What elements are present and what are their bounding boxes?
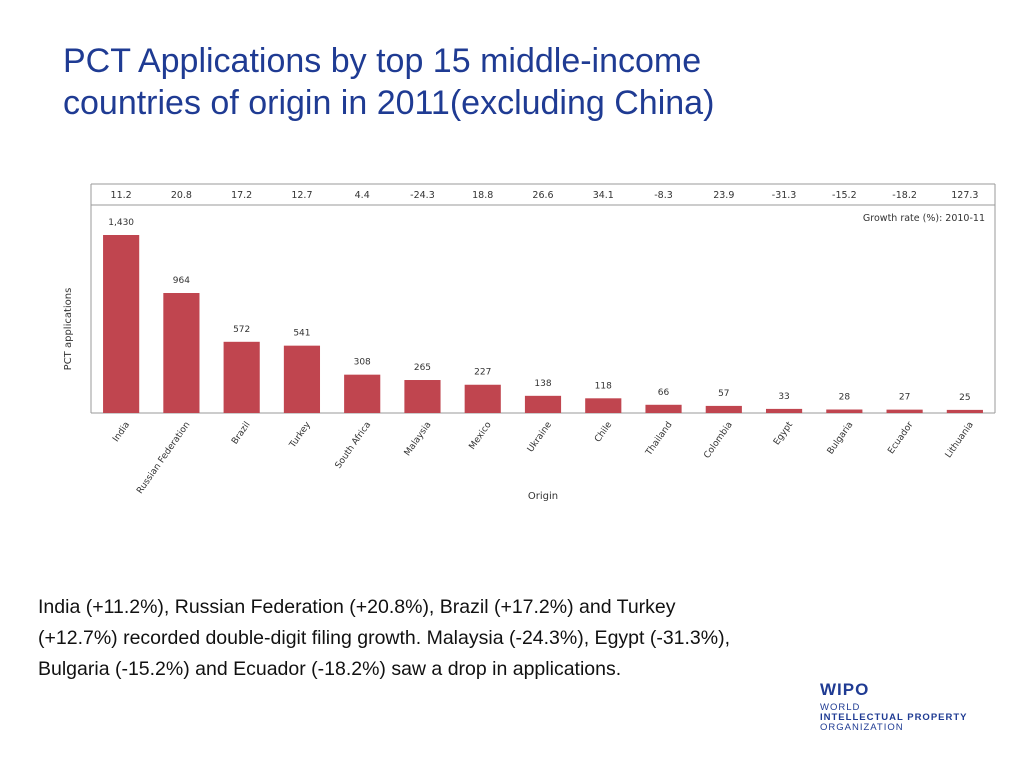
caption-line-1: India (+11.2%), Russian Federation (+20.…	[38, 596, 676, 618]
growth-rate-label: Growth rate (%): 2010-11	[863, 213, 985, 224]
growth-rate-value: 11.2	[111, 190, 132, 201]
wipo-logo-line-1: WORLD	[820, 702, 861, 713]
bar	[524, 395, 562, 413]
growth-rate-value: 18.8	[472, 190, 493, 201]
growth-rate-value: 26.6	[532, 190, 553, 201]
growth-rate-value: -8.3	[654, 190, 673, 201]
bar	[886, 409, 923, 413]
growth-rate-value: 23.9	[713, 190, 734, 201]
wipo-logo-line-2: INTELLECTUAL PROPERTY	[820, 712, 968, 723]
x-tick-label: Chile	[593, 420, 614, 445]
pct-applications-bar-chart: Growth rate (%): 2010-11 11.2 1,430 India 20…	[55, 175, 1005, 515]
growth-rate-value: 12.7	[291, 190, 312, 201]
x-tick-label: Turkey	[287, 420, 313, 451]
bar-data-label: 28	[839, 393, 851, 403]
growth-rate-value: -24.3	[410, 190, 435, 201]
slide-title-line-2: countries of origin in 2011(excluding Ch…	[63, 84, 715, 122]
growth-rate-value: -31.3	[772, 190, 797, 201]
bar	[585, 398, 622, 413]
slide-title-line-1: PCT Applications by top 15 middle-income	[63, 42, 702, 80]
growth-rate-value: 127.3	[951, 190, 978, 201]
caption-line-2: (+12.7%) recorded double-digit filing gr…	[38, 627, 731, 649]
growth-rate-value: -18.2	[892, 190, 917, 201]
x-tick-label: Egypt	[772, 420, 795, 447]
growth-rate-value: 20.8	[171, 190, 192, 201]
x-tick-label: Ukraine	[526, 420, 554, 455]
bar	[283, 345, 321, 413]
caption-line-3: Bulgaria (-15.2%) and Ecuador (-18.2%) s…	[38, 658, 622, 680]
bar-data-label: 964	[173, 276, 190, 286]
growth-rate-value: 17.2	[231, 190, 252, 201]
growth-rate-value: -15.2	[832, 190, 857, 201]
x-tick-label: Colombia	[702, 420, 734, 460]
bar-data-label: 1,430	[108, 218, 134, 228]
bar-data-label: 572	[233, 325, 250, 335]
bar	[464, 384, 501, 413]
bar-data-label: 66	[658, 388, 670, 398]
y-axis-label: PCT applications	[63, 288, 74, 371]
x-tick-label: Ecuador	[886, 420, 915, 456]
caption: India (+11.2%), Russian Federation (+20.…	[38, 592, 978, 685]
bar	[223, 341, 260, 413]
bar-data-label: 541	[293, 329, 310, 339]
x-tick-label: Lithuania	[944, 420, 976, 460]
bar-data-label: 57	[718, 389, 729, 399]
wipo-logo: WIPO WORLD INTELLECTUAL PROPERTY ORGANIZ…	[820, 680, 1010, 740]
x-tick-label: Malaysia	[403, 420, 434, 458]
bar-data-label: 25	[959, 393, 970, 403]
bar	[826, 409, 863, 413]
x-tick-label: Mexico	[468, 420, 494, 452]
wipo-logo-line-3: ORGANIZATION	[820, 722, 904, 733]
x-axis-label: Origin	[528, 491, 558, 502]
bar	[645, 404, 682, 413]
bar-data-label: 265	[414, 363, 431, 373]
bar-data-label: 227	[474, 368, 491, 378]
bar	[103, 235, 140, 413]
x-tick-label: Thailand	[644, 420, 675, 458]
wipo-logo-mark: WIPO	[820, 680, 870, 699]
bar	[946, 409, 983, 413]
x-tick-label: India	[111, 420, 132, 444]
bar	[163, 293, 200, 413]
bar	[404, 380, 441, 413]
bar	[344, 374, 381, 413]
bar-data-label: 308	[354, 358, 371, 368]
bar-data-label: 27	[899, 393, 910, 403]
x-tick-label: Brazil	[230, 420, 253, 446]
x-tick-label: South Africa	[334, 420, 374, 471]
bar-data-label: 33	[778, 392, 789, 402]
growth-rate-value: 34.1	[593, 190, 614, 201]
growth-rate-value: 4.4	[355, 190, 370, 201]
chart-svg: Growth rate (%): 2010-11 11.2 1,430 India 20…	[63, 183, 996, 502]
bar-data-label: 118	[595, 381, 612, 391]
x-tick-label: Russian Federation	[135, 420, 192, 496]
bar	[705, 405, 742, 413]
bar-data-label: 138	[534, 379, 551, 389]
bar	[765, 408, 803, 413]
slide-title: PCT Applications by top 15 middle-income…	[63, 40, 963, 124]
x-tick-label: Bulgaria	[826, 420, 856, 456]
